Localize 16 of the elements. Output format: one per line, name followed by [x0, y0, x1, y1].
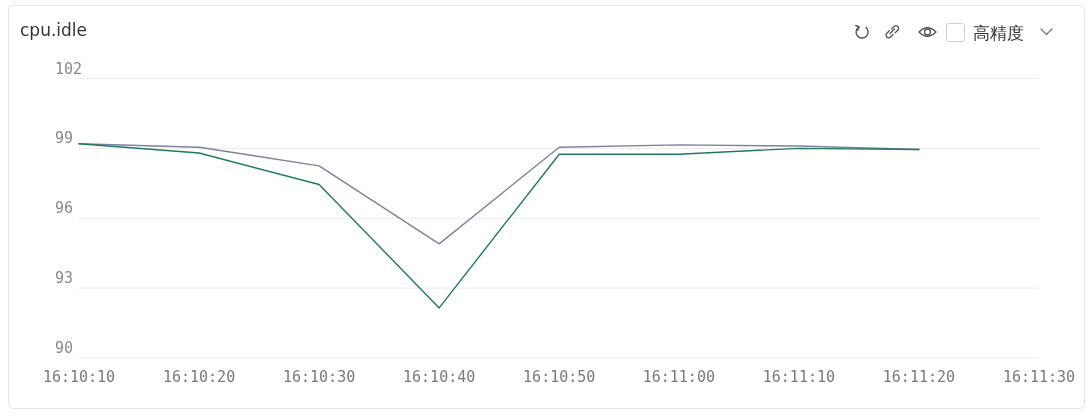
x-tick-label: 16:11:10 — [762, 368, 836, 386]
y-tick-label: 102 — [55, 59, 83, 78]
y-tick-label: 90 — [55, 339, 74, 357]
x-tick-label: 16:10:10 — [42, 368, 116, 386]
x-tick-label: 16:11:20 — [882, 368, 956, 386]
x-tick-label: 16:10:50 — [523, 368, 596, 386]
y-tick-label: 99 — [55, 129, 74, 148]
x-tick-label: 16:11:30 — [1002, 368, 1076, 386]
y-tick-label: 93 — [55, 269, 74, 288]
x-tick-label: 16:10:40 — [403, 368, 476, 386]
x-tick-label: 16:10:20 — [162, 368, 236, 386]
x-tick-label: 16:11:00 — [642, 368, 715, 386]
chart-title: cpu.idle — [20, 20, 88, 40]
y-tick-label: 96 — [55, 199, 74, 218]
text: 高精度 — [973, 23, 1024, 43]
x-tick-label: 16:10:30 — [282, 368, 356, 386]
